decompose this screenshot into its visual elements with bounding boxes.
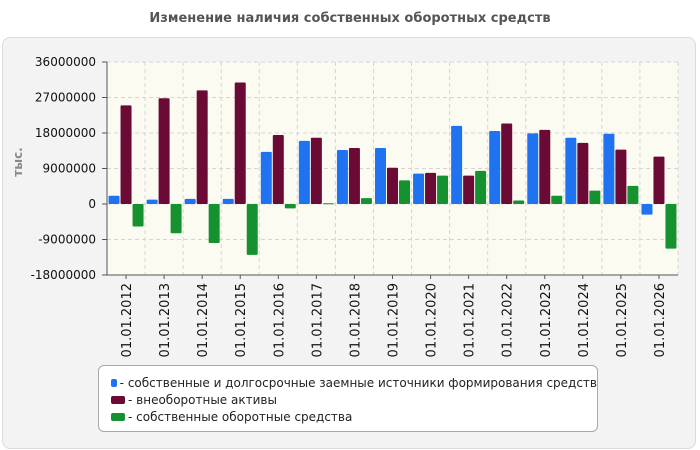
bar: [565, 137, 577, 204]
legend-label-sources: - собственные и долгосрочные заемные ист…: [119, 375, 597, 390]
bar: [615, 149, 627, 204]
bar: [120, 105, 132, 204]
x-tick-label: 01.01.2014: [196, 283, 211, 357]
y-axis-label: тыс.: [11, 147, 25, 176]
chart-title: Изменение наличия собственных оборотных …: [149, 11, 551, 26]
bar: [399, 180, 410, 204]
x-tick-label: 01.01.2020: [425, 283, 440, 357]
legend-label-noncurrent-assets: - внеоборотные активы: [128, 392, 277, 407]
bar: [627, 185, 639, 204]
bar: [589, 190, 601, 204]
bar: [577, 142, 589, 204]
bar: [336, 149, 348, 204]
bar: [272, 134, 284, 204]
y-tick-label: -9000000: [38, 233, 96, 247]
bar: [463, 175, 475, 204]
x-tick-label: 01.01.2026: [653, 283, 668, 357]
bar: [170, 204, 182, 234]
bar: [375, 147, 386, 204]
x-tick-label: 01.01.2019: [387, 283, 402, 357]
x-tick-label: 01.01.2024: [577, 283, 592, 357]
y-tick-label: -18000000: [31, 268, 96, 282]
x-tick-label: 01.01.2017: [310, 283, 325, 357]
bar: [413, 173, 425, 204]
bar: [132, 204, 144, 227]
x-tick-label: 01.01.2022: [501, 283, 516, 357]
bar: [501, 123, 513, 204]
bar: [234, 82, 246, 204]
bar: [108, 195, 120, 204]
legend-item-noncurrent-assets: - внеоборотные активы: [111, 391, 597, 408]
x-tick-label: 01.01.2013: [158, 283, 173, 357]
bar: [539, 129, 551, 204]
x-tick-label: 01.01.2012: [120, 283, 135, 357]
bar: [475, 170, 487, 204]
bar: [451, 125, 463, 204]
bar: [425, 172, 437, 204]
x-tick-label: 01.01.2015: [234, 283, 249, 357]
bar: [489, 131, 501, 204]
y-tick-label: 0: [88, 197, 96, 211]
bar: [641, 204, 653, 215]
x-tick-label: 01.01.2021: [463, 283, 478, 357]
bar: [527, 133, 539, 204]
legend-swatch-working-capital: [111, 412, 125, 421]
bar: [653, 156, 665, 204]
bar: [184, 198, 196, 204]
y-tick-label: 27000000: [35, 91, 96, 105]
bar: [260, 151, 272, 204]
bar: [146, 199, 158, 204]
y-tick-label: 36000000: [35, 55, 96, 69]
bar: [513, 200, 525, 204]
bar: [387, 167, 398, 204]
bar: [284, 204, 296, 209]
bar: [665, 204, 677, 249]
bar: [298, 140, 310, 204]
bar: [310, 137, 322, 204]
legend-item-sources: - собственные и долгосрочные заемные ист…: [111, 374, 597, 391]
bar: [360, 198, 372, 204]
bar: [158, 98, 170, 204]
bar: [208, 204, 220, 244]
x-tick-label: 01.01.2025: [615, 283, 630, 357]
x-tick-label: 01.01.2016: [272, 283, 287, 357]
legend-label-working-capital: - собственные оборотные средства: [128, 409, 353, 424]
legend-swatch-sources: [111, 378, 117, 387]
bar: [196, 90, 208, 204]
bar: [246, 204, 258, 255]
y-tick-label: 18000000: [35, 126, 96, 140]
legend-swatch-noncurrent-assets: [111, 395, 125, 404]
bar: [348, 147, 360, 204]
x-tick-label: 01.01.2023: [539, 283, 554, 357]
bar: [551, 195, 563, 204]
bar: [322, 203, 334, 205]
legend: - собственные и долгосрочные заемные ист…: [98, 365, 598, 432]
bar: [437, 175, 449, 204]
legend-item-working-capital: - собственные оборотные средства: [111, 408, 597, 425]
x-tick-label: 01.01.2018: [348, 283, 363, 357]
y-tick-label: 9000000: [43, 162, 96, 176]
bar: [222, 198, 234, 204]
bar: [603, 133, 615, 204]
